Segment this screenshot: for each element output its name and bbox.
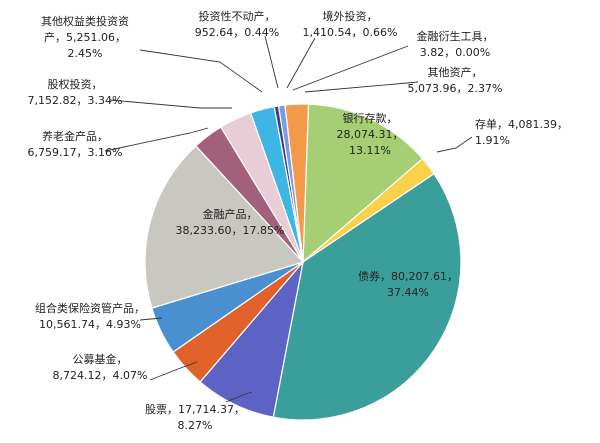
- pie-slice: [272, 172, 462, 421]
- slice-label: 债券，80,207.61， 37.44%: [358, 269, 458, 299]
- slices-layer: [144, 103, 462, 421]
- slice-label: 其他权益类投资资产，5,251.06， 2.45%: [41, 14, 129, 60]
- leader-line: [264, 35, 279, 89]
- slice-label: 银行存款， 28,074.31， 13.11%: [337, 111, 404, 157]
- leader-line: [292, 45, 409, 91]
- leader-line: [104, 127, 209, 152]
- slice-label: 存单，4,081.39， 1.91%: [475, 117, 568, 147]
- slice-label: 养老金产品， 6,759.17，3.16%: [28, 129, 123, 159]
- labels-layer: 银行存款， 28,074.31， 13.11% 存单，4,081.39， 1.91% 债券…: [28, 9, 568, 432]
- pie-slice: [144, 145, 305, 309]
- leader-line: [139, 49, 263, 93]
- slice-label: 境外投资， 1,410.54，0.66%: [303, 9, 398, 39]
- leader-line: [109, 99, 232, 109]
- slice-label: 金融衍生工具， 3.82，0.00%: [417, 29, 494, 59]
- slice-label: 公募基金， 8,724.12，4.07%: [53, 352, 148, 382]
- slice-label: 投资性不动产， 952.64，0.44%: [195, 9, 279, 39]
- leader-lines-layer: [104, 35, 473, 403]
- slice-label: 组合类保险资管产品， 10,561.74，4.93%: [35, 301, 145, 331]
- leader-line: [436, 136, 473, 153]
- pie-slice: [302, 103, 424, 264]
- pie-slice: [284, 103, 310, 263]
- leader-line: [225, 391, 253, 403]
- leader-line: [304, 81, 419, 93]
- slice-label: 金融产品， 38,233.60，17.85%: [176, 207, 285, 237]
- leader-line: [139, 317, 163, 321]
- slice-label: 股票，17,714.37， 8.27%: [145, 403, 245, 432]
- leader-line: [149, 361, 198, 381]
- slice-label: 股权投资， 7,152.82，3.34%: [28, 77, 123, 107]
- slice-label: 其他资产， 5,073.96，2.37%: [408, 65, 503, 95]
- leader-line: [286, 37, 316, 89]
